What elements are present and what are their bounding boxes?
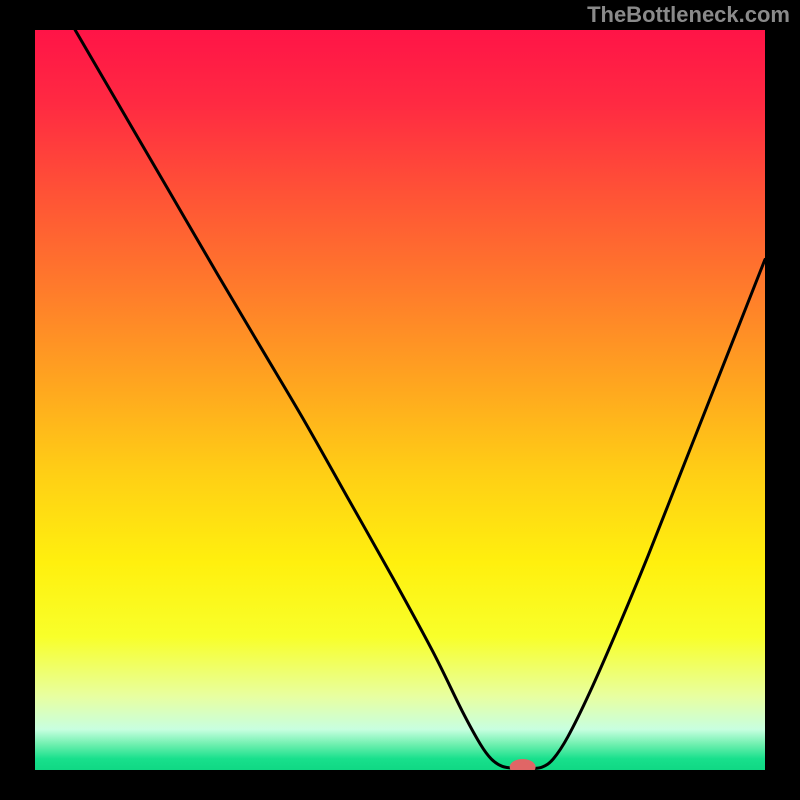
- attribution-label: TheBottleneck.com: [587, 2, 790, 28]
- bottleneck-chart: [35, 30, 765, 770]
- chart-background-rect: [35, 30, 765, 770]
- chart-container: TheBottleneck.com: [0, 0, 800, 800]
